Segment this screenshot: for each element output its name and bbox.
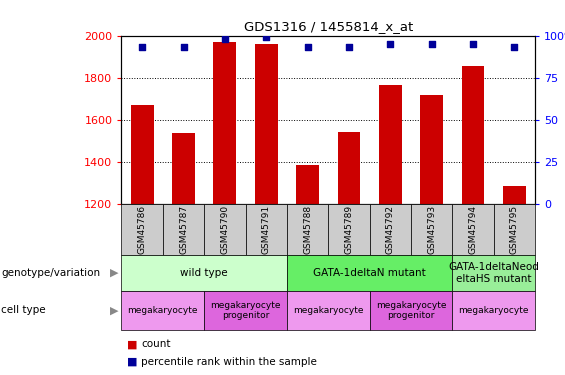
Text: GSM45789: GSM45789 [345, 205, 354, 254]
Bar [214, 42, 236, 204]
Bar [503, 186, 526, 204]
Point [220, 36, 229, 42]
Text: ▶: ▶ [110, 305, 119, 315]
Point [179, 45, 188, 51]
Text: megakaryocyte
progenitor: megakaryocyte progenitor [210, 301, 281, 320]
Text: GSM45790: GSM45790 [220, 205, 229, 254]
Text: percentile rank within the sample: percentile rank within the sample [141, 357, 317, 367]
Text: GSM45795: GSM45795 [510, 205, 519, 254]
Bar [379, 85, 402, 204]
Text: GSM45793: GSM45793 [427, 205, 436, 254]
Bar [420, 95, 443, 204]
Text: megakaryocyte
progenitor: megakaryocyte progenitor [376, 301, 446, 320]
Bar [172, 133, 195, 204]
Point [510, 45, 519, 51]
Text: GSM45786: GSM45786 [138, 205, 147, 254]
Title: GDS1316 / 1455814_x_at: GDS1316 / 1455814_x_at [244, 20, 413, 33]
Text: genotype/variation: genotype/variation [1, 268, 100, 278]
Point [345, 45, 354, 51]
Point [386, 41, 395, 47]
Bar [255, 44, 277, 204]
Text: GSM45791: GSM45791 [262, 205, 271, 254]
Point [427, 41, 436, 47]
Text: GSM45787: GSM45787 [179, 205, 188, 254]
Text: megakaryocyte: megakaryocyte [458, 306, 529, 315]
Text: GSM45788: GSM45788 [303, 205, 312, 254]
Text: ■: ■ [127, 339, 138, 349]
Text: megakaryocyte: megakaryocyte [293, 306, 363, 315]
Point [303, 45, 312, 51]
Point [468, 41, 477, 47]
Point [138, 45, 147, 51]
Bar [462, 66, 484, 204]
Text: ■: ■ [127, 357, 138, 367]
Point [262, 34, 271, 40]
Text: GSM45792: GSM45792 [386, 205, 395, 254]
Text: wild type: wild type [180, 268, 228, 278]
Text: GATA-1deltaNeod
eltaHS mutant: GATA-1deltaNeod eltaHS mutant [448, 262, 539, 284]
Text: GSM45794: GSM45794 [468, 205, 477, 254]
Bar [337, 132, 360, 204]
Text: ▶: ▶ [110, 268, 119, 278]
Text: GATA-1deltaN mutant: GATA-1deltaN mutant [313, 268, 426, 278]
Text: megakaryocyte: megakaryocyte [128, 306, 198, 315]
Bar [296, 165, 319, 204]
Text: cell type: cell type [1, 305, 46, 315]
Text: count: count [141, 339, 171, 349]
Bar [131, 105, 154, 204]
